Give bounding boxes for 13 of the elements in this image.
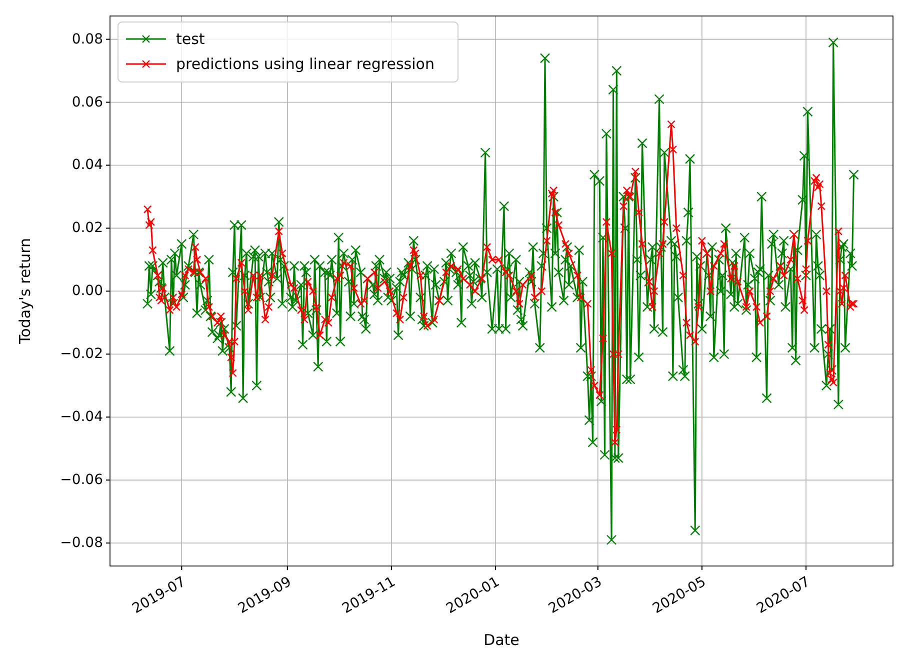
x-axis-title: Date	[484, 631, 520, 649]
y-tick-label: −0.04	[60, 409, 104, 426]
y-tick-label: 0.06	[72, 94, 104, 110]
y-tick-label: −0.08	[60, 535, 103, 552]
legend-label: test	[176, 30, 205, 48]
y-tick-label: 0.08	[72, 31, 103, 48]
y-tick-label: 0.04	[72, 157, 104, 174]
y-tick-label: 0.00	[72, 283, 103, 300]
y-tick-label: 0.02	[72, 220, 103, 236]
y-tick-label: −0.06	[60, 472, 104, 488]
y-tick-label: −0.02	[60, 346, 103, 362]
y-axis-title: Today's return	[16, 238, 34, 345]
legend-label: predictions using linear regression	[176, 55, 434, 73]
